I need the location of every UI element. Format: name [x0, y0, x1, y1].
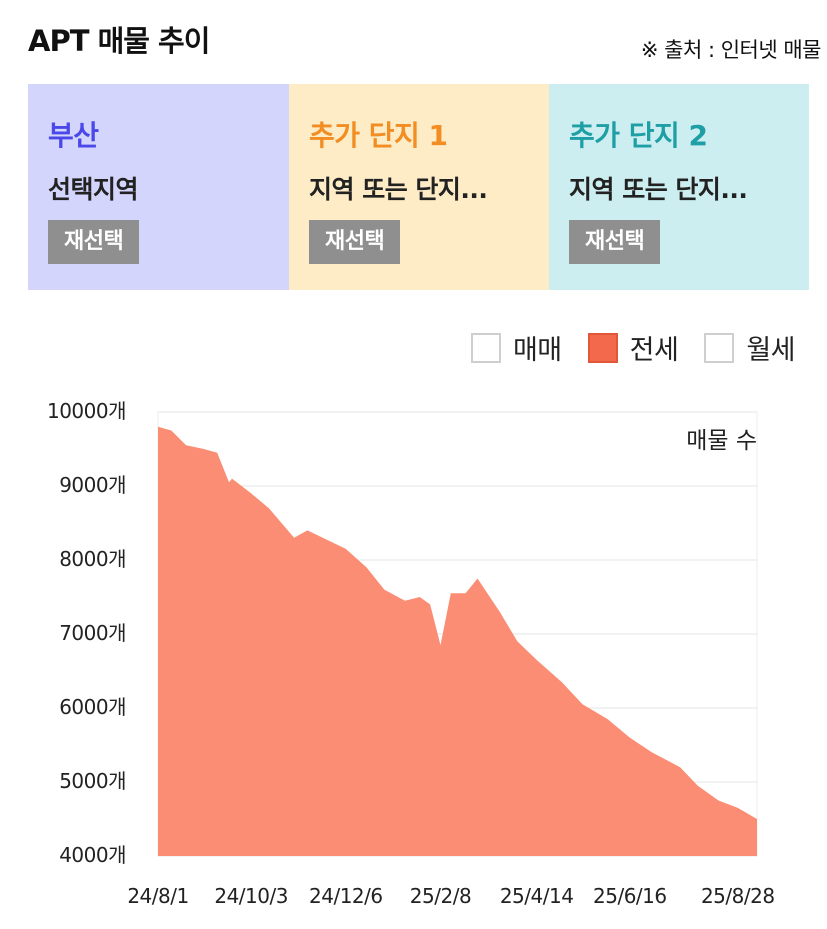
series-area — [158, 426, 757, 856]
header: APT 매물 추이 ※ 출처 : 인터넷 매물 — [0, 0, 827, 80]
panel-subtitle: 선택지역 — [48, 175, 139, 204]
panel-extra-complex-2: 추가 단지 2 지역 또는 단지... 재선택 — [549, 84, 809, 290]
source-note: ※ 출처 : 인터넷 매물 — [640, 38, 822, 62]
legend-item-monthly[interactable]: 월세 — [704, 328, 795, 367]
panel-subtitle: 지역 또는 단지... — [569, 175, 748, 204]
x-axis-ticks: 24/8/1 24/10/3 24/12/6 25/2/8 25/4/14 25/6/16… — [127, 884, 775, 908]
chart-area-layer — [157, 426, 758, 856]
y-tick-label: 4000개 — [59, 843, 126, 867]
y-tick-label: 10000개 — [47, 399, 126, 423]
legend-label: 월세 — [746, 335, 795, 366]
y-axis-ticks: 10000개 9000개 8000개 7000개 6000개 5000개 4000개 — [47, 399, 127, 867]
panel-subtitle: 지역 또는 단지... — [309, 175, 488, 204]
chart-legend: 매매 전세 월세 — [445, 328, 795, 367]
reselect-button[interactable]: 재선택 — [48, 220, 140, 264]
x-tick-label: 25/4/14 — [500, 884, 574, 908]
checkbox-icon[interactable] — [704, 332, 735, 363]
series-label: 매물 수 — [686, 428, 757, 454]
reselect-button[interactable]: 재선택 — [569, 220, 661, 264]
legend-item-jeonse[interactable]: 전세 — [587, 328, 679, 367]
y-tick-label: 9000개 — [59, 473, 126, 497]
y-tick-label: 6000개 — [59, 695, 126, 719]
legend-label: 전세 — [629, 335, 679, 366]
legend-item-sale[interactable]: 매매 — [470, 328, 562, 367]
reselect-button[interactable]: 재선택 — [309, 220, 401, 264]
x-tick-label: 25/8/28 — [701, 884, 775, 908]
page-title: APT 매물 추이 — [28, 24, 210, 58]
x-tick-label: 24/12/6 — [309, 884, 383, 908]
checkbox-icon[interactable] — [470, 332, 501, 363]
panel-extra-complex-1: 추가 단지 1 지역 또는 단지... 재선택 — [289, 84, 549, 290]
x-tick-label: 25/2/8 — [410, 884, 471, 908]
panel-name: 추가 단지 1 — [309, 119, 448, 152]
y-tick-label: 7000개 — [59, 621, 126, 645]
y-tick-label: 5000개 — [59, 769, 126, 793]
x-tick-label: 24/8/1 — [127, 884, 188, 908]
x-tick-label: 24/10/3 — [214, 884, 288, 908]
panel-busan: 부산 선택지역 재선택 — [28, 84, 289, 290]
selection-panels: 부산 선택지역 재선택 추가 단지 1 지역 또는 단지... 재선택 추가 단… — [28, 84, 809, 290]
panel-name: 추가 단지 2 — [569, 119, 708, 152]
legend-label: 매매 — [512, 335, 562, 366]
checkbox-icon[interactable] — [587, 332, 618, 363]
panel-name: 부산 — [48, 119, 99, 152]
x-tick-label: 25/6/16 — [593, 884, 667, 908]
listing-trend-chart: 10000개 9000개 8000개 7000개 6000개 5000개 4000개 24/… — [47, 399, 775, 908]
y-tick-label: 8000개 — [59, 547, 126, 571]
